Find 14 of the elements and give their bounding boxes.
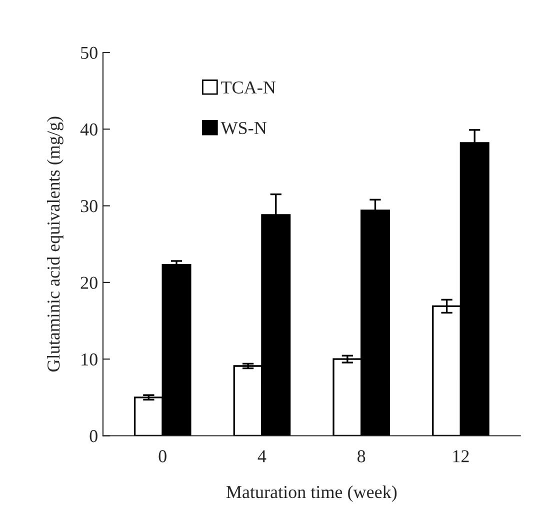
x-tick-label: 4 [258, 450, 266, 462]
y-tick-label: 10 [82, 353, 98, 366]
y-axis-title: Glutaminic acid equivalents (mg/g) [46, 116, 64, 372]
x-tick-label: 12 [453, 450, 469, 462]
x-tick-label: 8 [358, 450, 366, 462]
y-tick-label: 30 [80, 200, 98, 212]
x-axis-title: Maturation time (week) [226, 485, 397, 502]
y-tick-label: 40 [80, 123, 98, 136]
y-tick-label: 20 [80, 276, 98, 289]
x-tick-label: 0 [158, 450, 166, 462]
legend-label: WS-N [220, 122, 266, 134]
y-tick-label: 50 [81, 46, 98, 59]
y-tick-label: 0 [90, 430, 98, 442]
legend-label: TCA-N [221, 81, 276, 94]
